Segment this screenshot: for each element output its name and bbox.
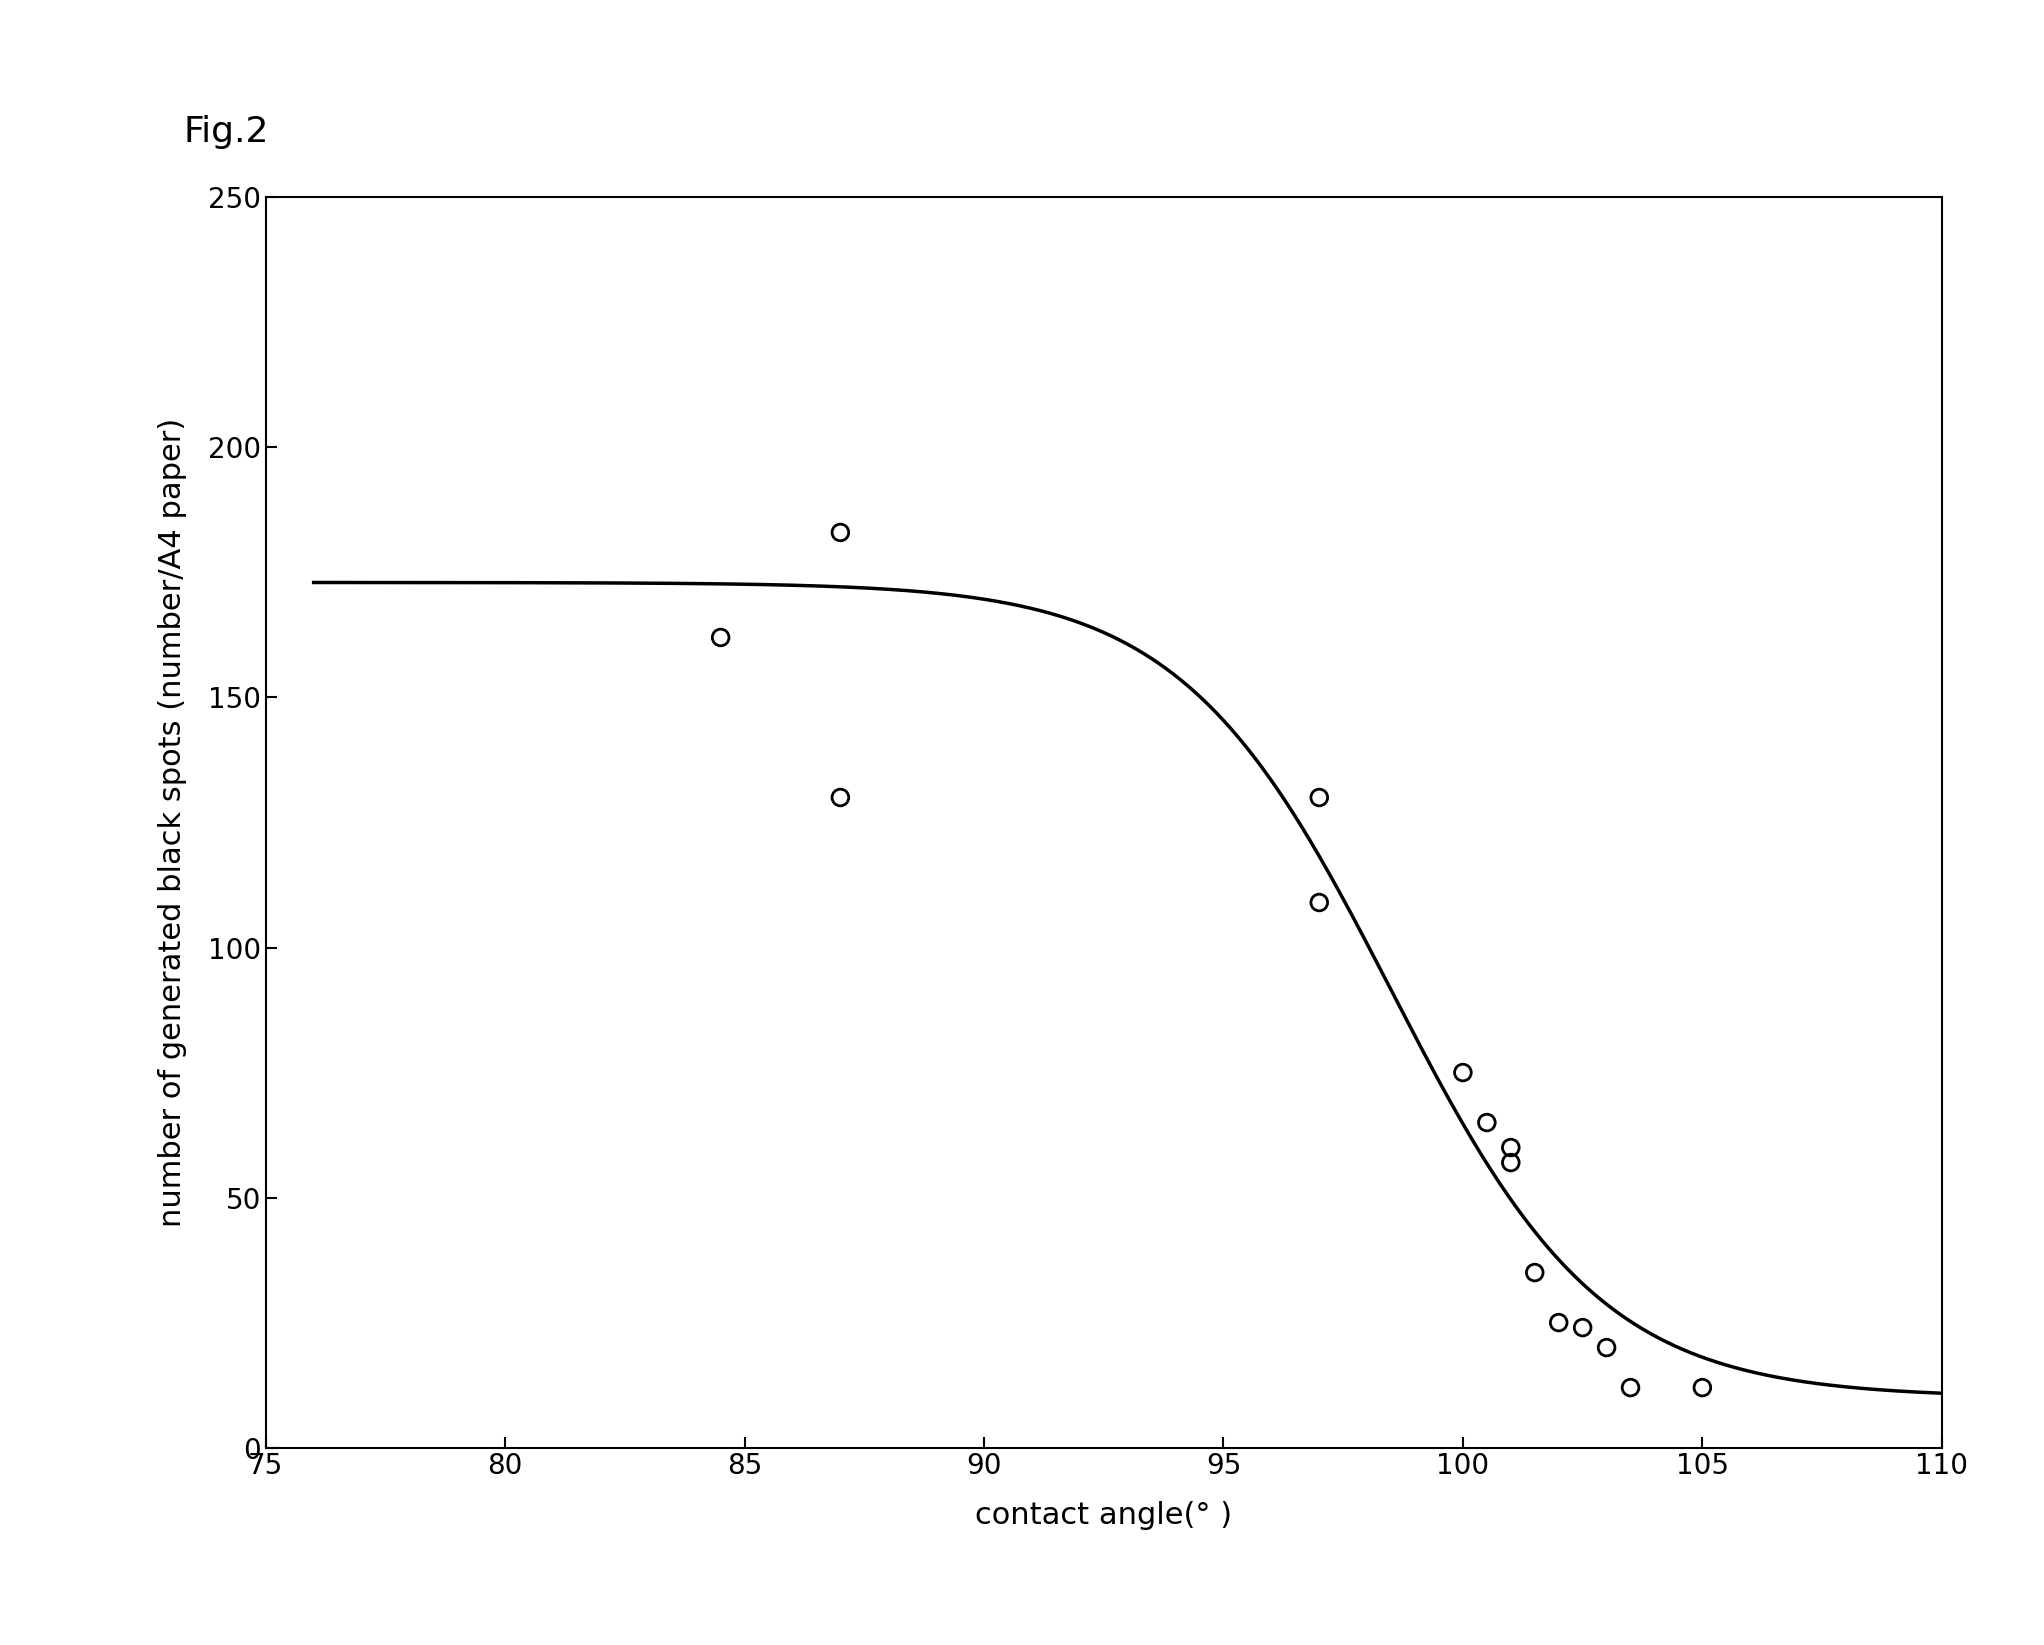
Point xyxy=(1590,1334,1623,1360)
Point xyxy=(824,785,856,811)
Point xyxy=(1566,1314,1598,1341)
X-axis label: contact angle(° ): contact angle(° ) xyxy=(975,1502,1233,1530)
Point xyxy=(1615,1375,1647,1402)
Point xyxy=(1519,1260,1551,1286)
Point xyxy=(1447,1059,1480,1086)
Point xyxy=(705,625,738,651)
Point xyxy=(1494,1135,1527,1161)
Point xyxy=(1470,1109,1502,1135)
Point xyxy=(1302,785,1335,811)
Y-axis label: number of generated black spots (number/A4 paper): number of generated black spots (number/… xyxy=(157,418,186,1227)
Text: Fig.2: Fig.2 xyxy=(184,115,270,150)
Point xyxy=(824,520,856,546)
Point xyxy=(1543,1309,1576,1336)
Point xyxy=(1302,890,1335,916)
Point xyxy=(1494,1150,1527,1176)
Point xyxy=(1686,1375,1719,1402)
